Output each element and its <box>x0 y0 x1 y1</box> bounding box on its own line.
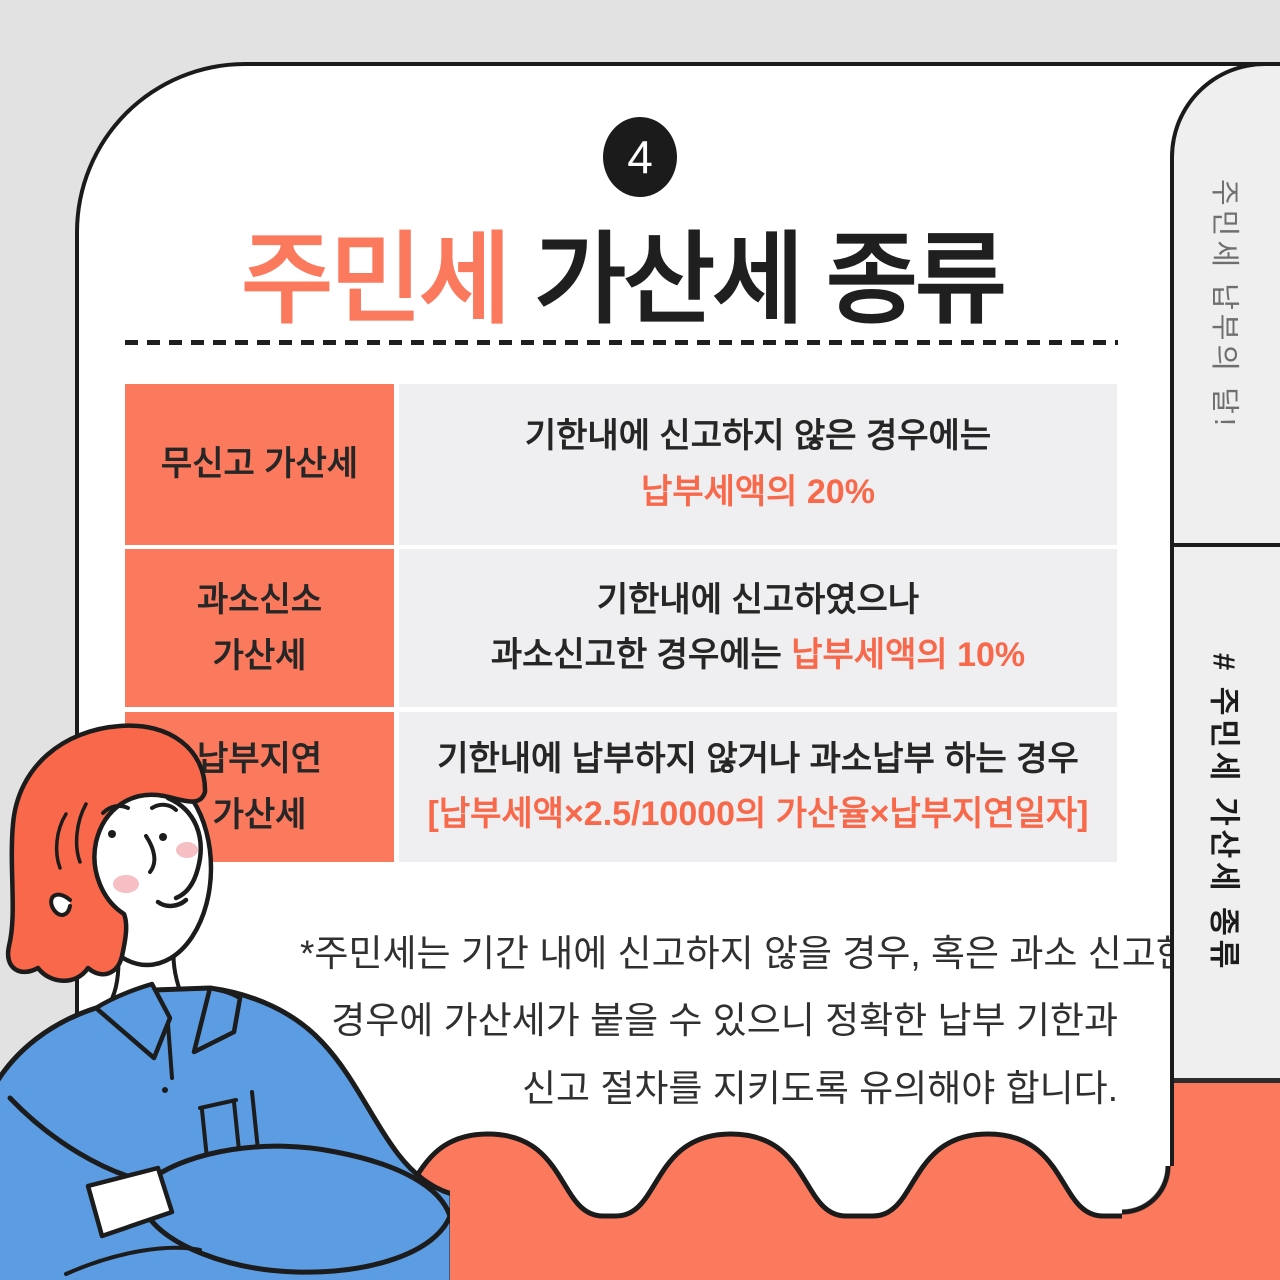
page-title: 주민세 가산세 종류 <box>95 198 1150 343</box>
title-rest: 가산세 종류 <box>534 224 1007 336</box>
row-label-cell: 과소신소 가산세 <box>125 549 394 707</box>
table-row: 무신고 가산세 기한내에 신고하지 않은 경우에는 납부세액의 20% <box>125 384 1117 545</box>
character-eye-right <box>159 833 167 841</box>
character-hair-swoop <box>165 795 203 901</box>
character-nose <box>144 834 157 874</box>
character-eye-left <box>108 830 116 838</box>
table-row: 납부지연 가산세 기한내에 납부하지 않거나 과소납부 하는 경우 [납부세액×… <box>125 712 1117 862</box>
character-pocket <box>198 1090 260 1170</box>
character-forearm <box>142 1143 450 1275</box>
character-placket <box>166 1022 174 1080</box>
character-illustration <box>0 723 450 1280</box>
row-label-cell: 무신고 가산세 <box>125 384 394 545</box>
step-number: 4 <box>627 131 653 183</box>
desc-line: 과소신고한 경우에는 납부세액의 10% <box>490 636 1026 674</box>
desc-line: 기한내에 신고하였으나 <box>596 580 920 619</box>
character-collar-right <box>191 985 243 1055</box>
row-desc-cell: 기한내에 신고하지 않은 경우에는 납부세액의 20% <box>399 384 1117 545</box>
row-label-line: 가산세 <box>212 637 307 675</box>
footnote-line: 신고 절차를 지키도록 유의해야 합니다. <box>521 1067 1118 1109</box>
sidebar-tab-hashtag-label: # 주민세 가산세 종류 <box>1206 652 1242 973</box>
footnote-line: *주민세는 기간 내에 신고하지 않을 경우, 혹은 과소 신고한 <box>300 933 1190 974</box>
sidebar-tab-hashtag: # 주민세 가산세 종류 <box>1170 543 1280 1078</box>
character-hair-strand <box>54 802 88 870</box>
character-button <box>162 1087 168 1093</box>
row-label-line: 과소신소 <box>196 580 323 619</box>
row-label-line: 가산세 <box>212 796 307 834</box>
card-rounded-corner <box>1122 1166 1178 1222</box>
table-row: 과소신소 가산세 기한내에 신고하였으나 과소신고한 경우에는 납부세액의 10… <box>125 549 1117 707</box>
sidebar-tab-campaign-label: 주민세 납부의 달! <box>1208 179 1240 430</box>
row-desc-cell: 기한내에 신고하였으나 과소신고한 경우에는 납부세액의 10% <box>399 549 1117 707</box>
desc-line: [납부세액×2.5/10000의 가산율×납부지연일자] <box>427 795 1089 833</box>
desc-line: 기한내에 납부하지 않거나 과소납부 하는 경우 <box>437 739 1079 778</box>
character-collar-left <box>93 981 173 1061</box>
character-cuff <box>85 1165 175 1239</box>
step-badge: 4 <box>603 117 677 197</box>
character-blush-left <box>113 875 139 893</box>
character-lower-line <box>64 1245 202 1276</box>
character-blush-right <box>176 842 198 858</box>
character-hair <box>5 723 208 983</box>
footnote: *주민세는 기간 내에 신고하지 않을 경우, 혹은 과소 신고한 경우에 가산… <box>300 920 1190 1122</box>
character-eyebrows <box>101 802 178 815</box>
sidebar-accent-block <box>1170 1078 1280 1280</box>
row-label-line: 무신고 가산세 <box>160 445 359 484</box>
wave-outline <box>75 1131 1280 1219</box>
dashed-divider <box>125 340 1118 345</box>
row-desc-cell: 기한내에 납부하지 않거나 과소납부 하는 경우 [납부세액×2.5/10000… <box>399 712 1117 862</box>
sidebar-border-line <box>1170 1078 1174 1170</box>
character-mouth <box>155 897 189 909</box>
title-highlight: 주민세 <box>241 224 511 336</box>
footnote-line: 경우에 가산세가 붙을 수 있으니 정확한 납부 기한과 <box>331 1000 1118 1042</box>
desc-line: 기한내에 신고하지 않은 경우에는 <box>524 417 992 456</box>
row-label-line: 납부지연 <box>196 739 323 778</box>
character-ear <box>49 892 72 917</box>
desc-line: 납부세액의 20% <box>641 472 875 511</box>
sidebar-tab-campaign: 주민세 납부의 달! <box>1170 62 1280 543</box>
